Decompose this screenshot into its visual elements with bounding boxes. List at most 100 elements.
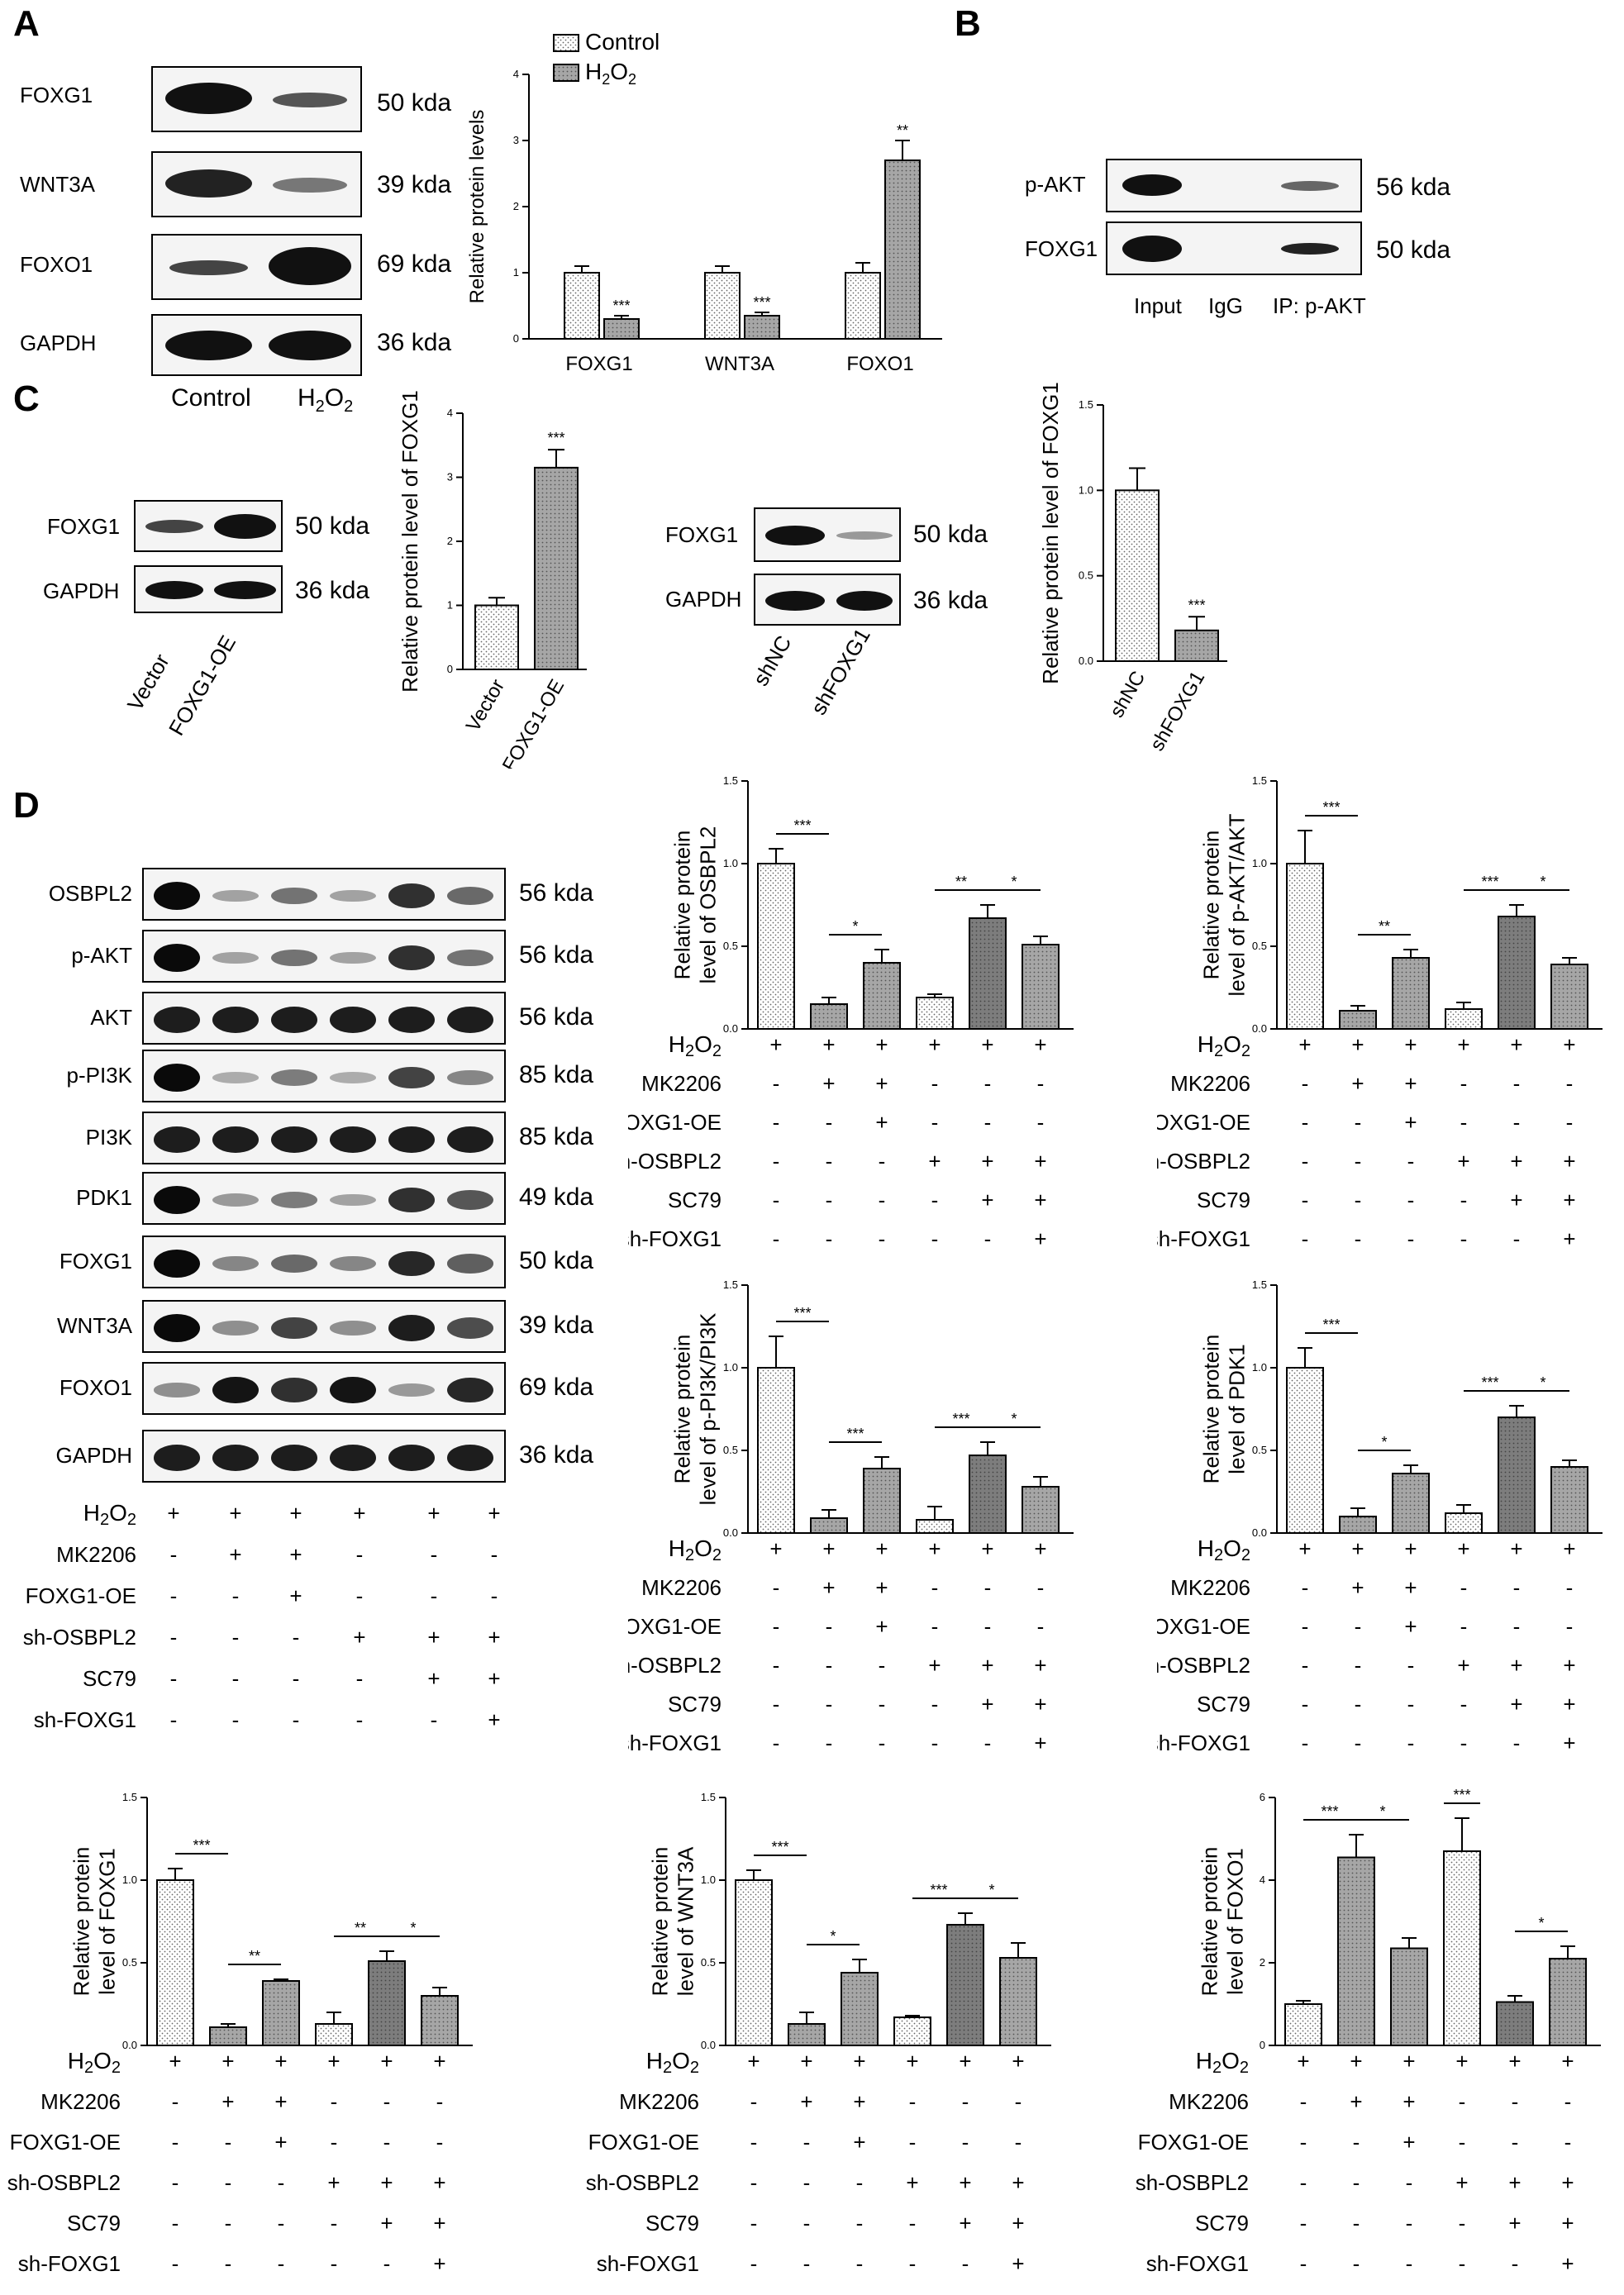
treatment-sign: - (962, 2130, 969, 2155)
bar (916, 997, 954, 1030)
legend-swatch (553, 64, 579, 82)
treatment-sign: + (1561, 2170, 1574, 2195)
b-row-label: p-AKT (1025, 172, 1086, 197)
treatment-label: H2O2 (1198, 1536, 1250, 1564)
d-row-label: PDK1 (76, 1185, 132, 1210)
treatment-sign: + (981, 1188, 993, 1212)
treatment-sign: - (826, 1692, 833, 1716)
d-chart-pakt: 0.0 0.5 1.0 1.5 Relative proteinlevel of p-A… (1157, 774, 1603, 1251)
blot-band (388, 1383, 435, 1397)
d-blot-row (142, 930, 506, 983)
treatment-sign: - (773, 1575, 780, 1600)
treatment-sign: - (1460, 1226, 1468, 1251)
treatment-sign: + (1510, 1536, 1522, 1561)
treatment-sign: - (1300, 2251, 1307, 2276)
treatment-sign: - (356, 1707, 364, 1732)
d-blot-treatment-svg: H2O2 + + + + + + MK2206 - + + - - - FOXG1-OE - - + - - - sh-O… (23, 1500, 501, 1732)
treatment-label: FOXG1-OE (1157, 1614, 1250, 1639)
treatment-sign: + (1508, 2170, 1521, 2195)
treatment-sign: + (1508, 2049, 1521, 2074)
treatment-sign: + (928, 1149, 941, 1174)
significance-label: *** (771, 1839, 788, 1855)
treatment-sign: - (773, 1071, 780, 1096)
blot-band (212, 1193, 259, 1207)
a-blot-foxo1 (151, 234, 362, 300)
treatment-sign: - (170, 1542, 178, 1567)
treatment-sign: + (875, 1071, 888, 1096)
treatment-sign: - (1459, 2211, 1466, 2235)
treatment-sign: - (172, 2130, 179, 2155)
bar (969, 917, 1007, 1030)
treatment-sign: - (436, 2130, 444, 2155)
treatment-label: sh-FOXG1 (1157, 1731, 1250, 1755)
treatment-sign: - (1355, 1692, 1362, 1716)
bar (999, 1957, 1037, 2046)
treatment-sign: - (278, 2170, 285, 2195)
treatment-sign: - (1566, 1110, 1574, 1135)
treatment-label: MK2206 (1170, 1071, 1250, 1096)
treatment-sign: + (488, 1625, 500, 1650)
a-row-label: GAPDH (20, 331, 97, 355)
y-tick-label: 6 (1260, 1791, 1265, 1803)
treatment-sign: - (909, 2251, 917, 2276)
y-tick-label: 0 (513, 332, 519, 345)
y-tick-label: 4 (447, 407, 453, 419)
x-tick-label: Vector (462, 676, 509, 736)
blot-band (271, 1007, 317, 1033)
treatment-sign: + (822, 1575, 835, 1600)
treatment-sign: + (327, 2170, 340, 2195)
treatment-sign: - (491, 1583, 498, 1608)
treatment-sign: - (1513, 1071, 1521, 1096)
treatment-sign: - (826, 1653, 833, 1678)
c1-kda-label: 50 kda (295, 512, 370, 540)
blot-band (388, 1445, 435, 1471)
treatment-sign: - (984, 1614, 992, 1639)
blot-band (154, 1445, 200, 1471)
treatment-sign: - (293, 1707, 300, 1732)
bar (1286, 863, 1324, 1030)
treatment-sign: - (232, 1625, 240, 1650)
treatment-label: FOXG1-OE (628, 1614, 722, 1639)
treatment-sign: + (1350, 2089, 1362, 2114)
blot-band (154, 1250, 200, 1278)
treatment-sign: - (356, 1583, 364, 1608)
treatment-label: sh-OSBPL2 (1136, 2170, 1249, 2195)
treatment-sign: - (1353, 2130, 1360, 2155)
y-tick-label: 0.0 (1252, 1526, 1267, 1539)
treatment-sign: + (274, 2049, 287, 2074)
bar (863, 962, 901, 1030)
treatment-sign: - (750, 2251, 758, 2276)
treatment-label: MK2206 (56, 1542, 136, 1567)
y-tick-label: 3 (513, 134, 519, 146)
a-kda-label: 50 kda (377, 89, 452, 117)
d-kda-label: 49 kda (519, 1183, 594, 1211)
x-tick-label: FOXG1 (565, 353, 632, 375)
treatment-sign: - (172, 2170, 179, 2195)
significance-label: *** (1322, 799, 1340, 816)
treatment-sign: + (1351, 1575, 1364, 1600)
b-lane-label: IP: p-AKT (1273, 293, 1366, 318)
treatment-sign: + (1561, 2211, 1574, 2235)
treatment-label: MK2206 (40, 2089, 121, 2114)
c1-kda-label: 36 kda (295, 577, 370, 604)
blot-band (212, 951, 259, 964)
treatment-sign: - (879, 1226, 886, 1251)
treatment-sign: - (826, 1110, 833, 1135)
bar (810, 1517, 848, 1534)
treatment-sign: - (1037, 1071, 1045, 1096)
treatment-sign: - (232, 1666, 240, 1691)
treatment-sign: + (769, 1536, 782, 1561)
d-row-label: p-AKT (71, 943, 132, 968)
treatment-sign: - (1302, 1692, 1309, 1716)
significance-label: * (1011, 874, 1017, 890)
significance-label: * (1381, 1434, 1387, 1450)
blot-band (447, 949, 493, 967)
treatment-label: sh-FOXG1 (34, 1707, 136, 1732)
treatment-sign: - (1460, 1614, 1468, 1639)
treatment-sign: - (879, 1692, 886, 1716)
treatment-sign: - (170, 1625, 178, 1650)
bar (534, 466, 579, 670)
treatment-sign: - (1037, 1614, 1045, 1639)
treatment-sign: + (853, 2049, 865, 2074)
y-tick-label: 1 (447, 599, 453, 612)
